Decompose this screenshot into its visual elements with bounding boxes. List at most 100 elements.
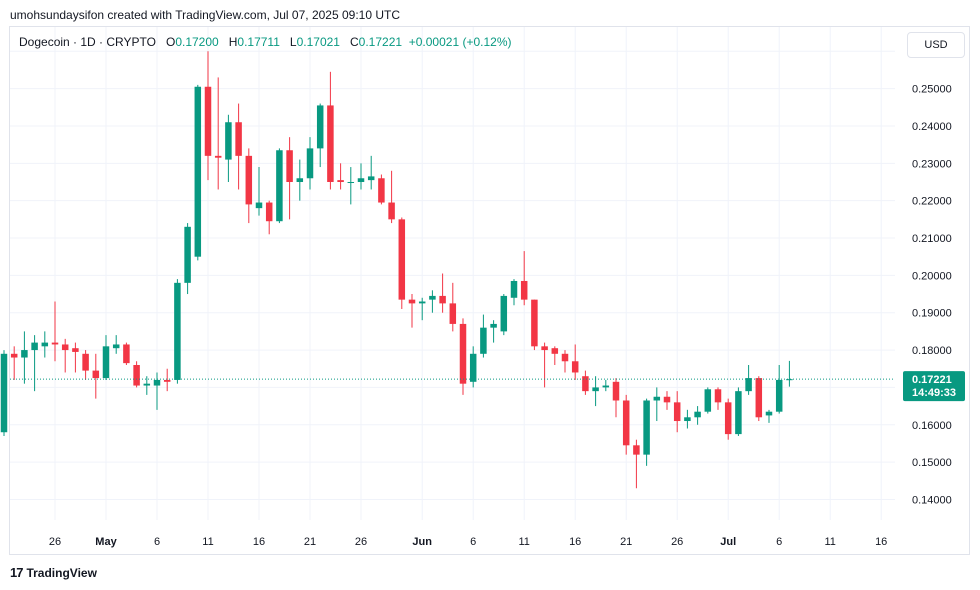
candle-body [775, 379, 783, 412]
symbol-name[interactable]: Dogecoin · 1D · CRYPTO [19, 35, 156, 49]
candle-body [541, 346, 548, 351]
x-tick-label: 26 [671, 536, 683, 548]
candle [41, 331, 49, 358]
candle [153, 372, 161, 410]
candle [72, 342, 79, 373]
currency-button[interactable]: USD [907, 32, 965, 58]
candle-body [225, 122, 232, 160]
candle-body [388, 202, 395, 220]
candle-body [673, 402, 681, 422]
tradingview-logo-icon: 17 [10, 565, 24, 580]
candle-body [684, 417, 691, 422]
candle-body [347, 181, 355, 183]
x-tick-label: 11 [824, 536, 835, 548]
candle-body [72, 348, 79, 352]
candle [92, 353, 100, 399]
candle [296, 159, 304, 201]
candle-body [622, 400, 630, 446]
candle-body [0, 353, 8, 433]
close-value: 0.17221 [358, 35, 403, 49]
candle [633, 439, 640, 489]
candle-body [582, 376, 589, 392]
candle [337, 163, 344, 190]
candle [724, 398, 732, 440]
candle-body [459, 323, 467, 384]
candle-body [786, 379, 793, 381]
candle-body [612, 381, 620, 401]
candle [163, 368, 171, 392]
candle [592, 376, 599, 407]
candle-body [204, 86, 212, 156]
x-tick-label: May [95, 536, 117, 548]
candle-body [378, 178, 385, 203]
x-tick-label: 21 [620, 536, 632, 548]
symbol-legend: Dogecoin · 1D · CRYPTO O0.17200 H0.17711… [19, 35, 511, 49]
candle [112, 335, 120, 354]
y-tick-label: 0.19000 [912, 308, 952, 320]
x-tick-label: 6 [154, 536, 160, 548]
candle [735, 387, 742, 436]
candle-body [408, 299, 416, 304]
candle-body [602, 385, 610, 388]
candle-body [112, 344, 120, 349]
candle-body [245, 155, 253, 205]
candle-body [337, 180, 344, 182]
candle-body [643, 400, 650, 455]
x-tick-label: 21 [304, 536, 316, 548]
candle [378, 174, 385, 205]
candle-body [184, 226, 191, 283]
high-label: H [228, 35, 238, 49]
candle-body [745, 378, 752, 392]
candle-body [194, 86, 202, 257]
x-tick-label: Jun [412, 536, 432, 548]
low-value: 0.17021 [296, 35, 340, 49]
candle [61, 338, 69, 373]
candle-body [214, 155, 222, 158]
candle [490, 320, 497, 343]
candle-body [296, 178, 304, 182]
bar-countdown: 14:49:33 [912, 387, 956, 399]
candle [480, 314, 487, 358]
candle-body [735, 391, 742, 435]
candle-body [92, 370, 100, 379]
candle-body [653, 396, 661, 401]
tradingview-brand[interactable]: 17 TradingView [10, 565, 97, 580]
candle [755, 376, 763, 422]
candle-body [276, 150, 283, 222]
x-tick-label: Jul [720, 536, 736, 548]
candle-body [174, 282, 181, 380]
y-tick-label: 0.21000 [912, 233, 952, 245]
candle [745, 365, 752, 395]
candle [245, 148, 253, 224]
candle [102, 335, 110, 380]
x-tick-label: 16 [253, 536, 265, 548]
candle-body [306, 148, 314, 179]
candle-body [490, 323, 497, 328]
candle [571, 344, 579, 380]
candle [31, 335, 38, 392]
change-value: +0.00021 (+0.12%) [408, 35, 512, 49]
candle [714, 387, 722, 410]
candle-body [510, 280, 518, 298]
candle [388, 170, 395, 224]
candle-body [367, 176, 375, 181]
candle-body [265, 202, 273, 222]
candle [255, 167, 263, 216]
candle [694, 406, 701, 425]
candle [204, 51, 212, 181]
y-tick-label: 0.22000 [912, 196, 952, 208]
candle [653, 387, 661, 422]
candle [174, 279, 181, 384]
candle [531, 299, 538, 351]
candle [143, 376, 151, 395]
candle [449, 282, 457, 332]
candle [408, 294, 416, 328]
candle [327, 71, 334, 190]
candle [582, 370, 589, 395]
candle-body [31, 342, 38, 351]
candle [510, 279, 518, 306]
x-tick-label: 16 [875, 536, 887, 548]
candle [276, 148, 283, 224]
candle [765, 409, 773, 423]
